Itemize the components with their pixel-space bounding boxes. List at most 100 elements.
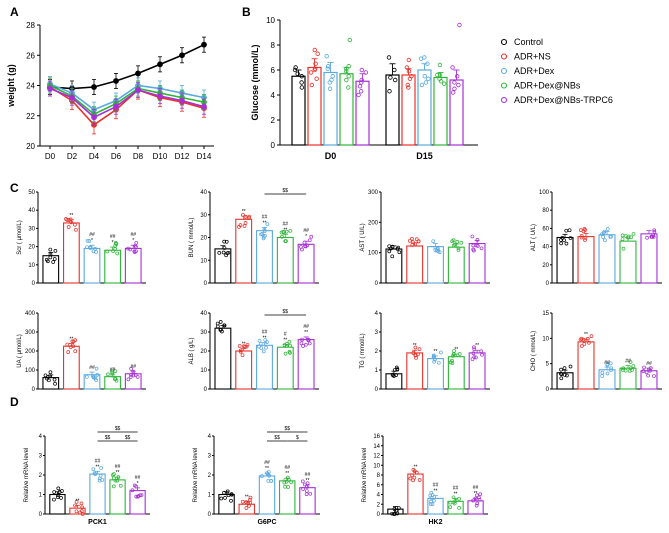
data-point	[304, 492, 309, 496]
data-point	[393, 368, 397, 372]
bar	[256, 230, 273, 284]
data-point	[304, 489, 309, 493]
bar	[124, 247, 142, 284]
comparison-label: $$	[274, 435, 280, 441]
data-point	[395, 247, 400, 251]
data-point	[645, 235, 649, 240]
data-point	[80, 505, 85, 510]
data-point	[408, 476, 413, 481]
data-point	[222, 323, 227, 328]
glucose-data-point	[404, 65, 410, 70]
data-point	[305, 485, 309, 489]
glucose-data-point	[452, 86, 457, 91]
data-point	[138, 493, 143, 498]
data-point	[53, 249, 58, 253]
data-point	[97, 478, 102, 483]
data-point	[307, 341, 312, 346]
data-point	[67, 218, 71, 222]
significance-marker: ##	[433, 483, 439, 489]
data-point	[45, 259, 50, 264]
weight-x-tick-label: D4	[89, 152, 100, 161]
data-point	[474, 503, 479, 508]
significance-marker: **	[263, 336, 267, 342]
data-point	[244, 506, 249, 510]
chart-y-tick-label: 400	[25, 311, 36, 317]
chart-y-tick-label: 5	[546, 362, 550, 368]
data-point	[91, 467, 96, 472]
significance-marker: **	[454, 492, 458, 498]
data-point	[307, 238, 312, 243]
glucose-data-point	[312, 66, 318, 71]
data-point	[66, 225, 71, 229]
data-point	[431, 239, 436, 244]
weight-point	[135, 70, 141, 77]
bar	[299, 487, 316, 515]
significance-marker: ##	[130, 364, 136, 370]
data-point	[221, 250, 226, 255]
data-point	[628, 360, 633, 364]
significance-marker: ##	[625, 359, 631, 365]
data-point	[287, 339, 292, 344]
data-point	[134, 494, 139, 499]
weight-y-tick-label: 20	[26, 142, 35, 151]
glucose-data-point	[346, 74, 351, 79]
weight-line-3	[49, 83, 205, 111]
data-point	[642, 365, 646, 370]
significance-marker: ##	[283, 221, 289, 227]
chart-x-label: PCK1	[88, 519, 107, 526]
data-point	[56, 486, 61, 491]
data-point	[559, 367, 563, 372]
data-point	[299, 341, 304, 346]
data-point	[88, 246, 93, 251]
glucose-data-point	[454, 74, 460, 79]
data-point	[414, 470, 419, 475]
glucose-bar	[385, 74, 400, 146]
data-point	[238, 349, 243, 354]
significance-marker: *	[137, 481, 139, 487]
data-point	[305, 481, 310, 486]
bar	[598, 234, 616, 284]
data-point	[392, 512, 397, 516]
chart-y-label: Scr ( μmol/L)	[17, 220, 23, 254]
weight-line-1	[49, 43, 205, 90]
bar	[63, 345, 80, 390]
significance-marker: **	[414, 464, 418, 470]
weight-point	[179, 52, 185, 59]
data-point	[300, 337, 304, 342]
data-point	[224, 239, 229, 244]
data-point	[470, 357, 475, 361]
data-point	[116, 475, 121, 479]
weight-y-tick-label: 24	[26, 82, 35, 91]
glucose-data-point	[435, 72, 440, 78]
glucose-bar	[339, 73, 354, 146]
data-point	[448, 505, 453, 509]
data-point	[246, 501, 251, 506]
data-point	[47, 378, 51, 383]
data-point	[73, 222, 77, 227]
data-point	[280, 234, 284, 239]
data-point	[565, 373, 569, 378]
data-point	[651, 234, 656, 239]
chart-y-tick-label: 12	[373, 454, 380, 460]
data-point	[93, 376, 98, 381]
data-point	[436, 360, 441, 365]
panel-label-D: D	[10, 395, 19, 409]
data-point	[288, 343, 292, 348]
data-point	[309, 234, 314, 239]
bar	[598, 369, 616, 390]
data-point	[609, 234, 613, 239]
chart-y-label: CHO ( mmol/L)	[531, 331, 537, 371]
comparison-label: $$	[283, 309, 289, 315]
data-point	[106, 372, 110, 377]
chart-y-tick-label: 10	[28, 263, 35, 269]
data-point	[259, 232, 263, 237]
data-point	[579, 233, 584, 238]
data-point	[115, 478, 120, 483]
comparison-label: $$	[105, 435, 111, 441]
glucose-data-point	[344, 66, 349, 71]
data-point	[65, 218, 70, 222]
glucose-data-point	[324, 54, 329, 59]
chart-y-tick-label: 30	[200, 330, 207, 336]
significance-marker: **	[474, 491, 478, 497]
data-point	[288, 228, 293, 233]
